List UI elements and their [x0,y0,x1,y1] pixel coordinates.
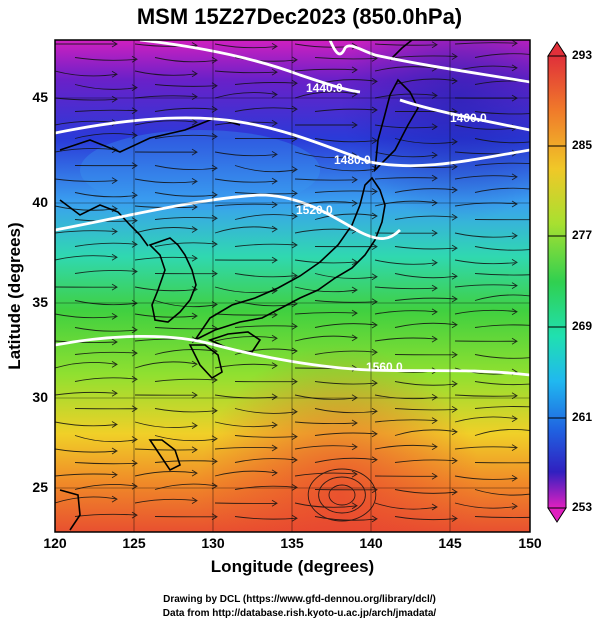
y-tick-label: 45 [32,89,48,105]
streamline [74,240,530,252]
streamline [74,132,530,146]
streamline [74,105,530,115]
streamline [74,321,530,334]
streamline [55,469,518,482]
streamline [55,146,518,159]
vortex-streamline [328,484,356,506]
height-contours [55,40,530,377]
streamline [74,77,530,91]
colorbar-label: 277 [572,228,593,242]
streamline [55,334,518,346]
x-tick-label: 150 [518,535,542,551]
streamline [55,64,518,78]
streamline [55,225,518,240]
streamline [74,456,530,467]
credit-line: Drawing by DCL (https://www.gfd-dennou.o… [163,594,436,605]
x-tick-label: 135 [280,535,304,551]
colorbar-label: 269 [572,319,593,333]
contour-label: 1480.0 [334,153,371,167]
streamline [55,495,518,511]
contour-label: 1440.0 [306,81,343,95]
colorbar-label: 253 [572,500,593,514]
grid-lines [55,40,530,532]
colorbar-label: 285 [572,138,593,152]
wind-streamlines [55,40,530,523]
contour-label: 1520.0 [296,203,333,217]
streamline [74,428,530,443]
x-tick-label: 120 [43,535,67,551]
credit-line: Data from http://database.rish.kyoto-u.a… [162,608,437,619]
y-tick-label: 35 [32,294,48,310]
streamline [74,511,530,523]
streamline [74,53,530,64]
streamline [74,405,530,416]
streamline [74,375,530,388]
colorbar-label: 293 [572,48,593,62]
y-axis-title: Latitude (degrees) [5,222,24,370]
y-tick-label: 25 [32,479,48,495]
streamline [55,173,518,185]
colorbar [547,41,567,523]
colorbar-label: 261 [572,410,593,424]
temperature-field: 1440.0 1480.0 1520.0 1400.0 1560.0 [55,40,530,532]
streamline [55,415,518,429]
vortex-streamline [318,476,366,514]
streamline [55,308,518,320]
streamline [74,162,530,173]
x-axis-title: Longitude (degrees) [210,557,375,576]
streamline [55,253,518,267]
coastlines [59,40,419,531]
y-tick-label: 30 [32,389,48,405]
streamline [74,268,530,281]
contour-label: 1400.0 [450,111,487,125]
map-title: MSM 15Z27Dec2023 (850.0hPa) [136,4,463,29]
streamline [55,443,518,455]
streamline [74,347,530,359]
x-tick-label: 130 [201,535,225,551]
x-tick-label: 145 [438,535,462,551]
x-tick-label: 140 [359,535,383,551]
contour-label: 1560.0 [366,360,403,374]
vortex-streamline [307,468,377,522]
x-tick-label: 125 [122,535,146,551]
streamline [55,282,518,294]
streamline [74,482,530,496]
plot-frame [54,39,531,533]
y-tick-label: 40 [32,194,48,210]
